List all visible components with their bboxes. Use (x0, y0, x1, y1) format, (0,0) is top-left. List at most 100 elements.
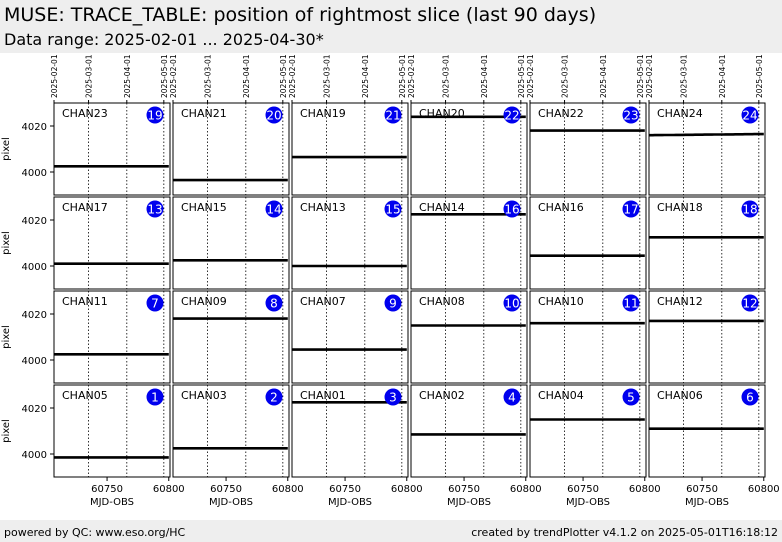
panel-frame (529, 384, 647, 478)
x-tick-label: 60750 (567, 484, 599, 495)
panel-label: CHAN16 (538, 201, 584, 214)
panel-badge (265, 388, 283, 406)
panel-badge-number: 7 (151, 297, 159, 311)
y-axis-label: pixel (1, 325, 12, 349)
footer-bar: powered by QC: www.eso.org/HC created by… (0, 520, 782, 542)
panel-frame (291, 196, 409, 290)
panel-badge-number: 8 (270, 297, 278, 311)
panel-label: CHAN03 (181, 389, 227, 402)
panel-frame (291, 384, 409, 478)
panel-frame (529, 102, 647, 196)
date-tick-label: 2025-02-01 (645, 54, 654, 98)
x-tick-label: 60800 (629, 484, 661, 495)
panel-badge-number: 23 (623, 109, 638, 123)
x-tick-label: 60800 (272, 484, 304, 495)
panel-label: CHAN07 (300, 295, 346, 308)
x-tick-label: 60800 (153, 484, 185, 495)
date-tick-label: 2025-05-01 (755, 54, 764, 98)
panel-frame (410, 196, 528, 290)
panel-badge (384, 388, 402, 406)
date-tick-label: 2025-04-01 (599, 54, 608, 98)
x-tick-label: 60750 (686, 484, 718, 495)
panel-frame (172, 290, 290, 384)
panel-frame (410, 102, 528, 196)
panel-frame (529, 196, 647, 290)
date-tick-label: 2025-05-01 (636, 54, 645, 98)
panel-frame (53, 196, 171, 290)
x-tick-label: 60800 (510, 484, 542, 495)
header-bar: MUSE: TRACE_TABLE: position of rightmost… (0, 0, 782, 53)
panel-badge-number: 19 (147, 109, 162, 123)
panel-badge (741, 294, 759, 312)
panel-label: CHAN04 (538, 389, 584, 402)
date-tick-label: 2025-03-01 (85, 54, 94, 98)
panel-label: CHAN05 (62, 389, 108, 402)
y-tick-label: 4000 (22, 450, 47, 461)
panel-badge-number: 11 (623, 297, 638, 311)
panel-frame (648, 196, 766, 290)
panel-frame (53, 102, 171, 196)
panel-label: CHAN12 (657, 295, 703, 308)
panel-label: CHAN20 (419, 107, 465, 120)
panel-badge-number: 9 (389, 297, 397, 311)
panel-badge-number: 16 (504, 203, 519, 217)
panel-badge (384, 200, 402, 218)
panel-badge (384, 106, 402, 124)
panel-frame (291, 102, 409, 196)
date-tick-label: 2025-02-01 (288, 54, 297, 98)
data-series-chan24 (649, 132, 764, 137)
date-tick-label: 2025-04-01 (361, 54, 370, 98)
panel-frame (410, 290, 528, 384)
panel-badge-number: 18 (742, 203, 757, 217)
date-tick-label: 2025-02-01 (169, 54, 178, 98)
y-tick-label: 4020 (22, 122, 47, 133)
panel-badge (622, 294, 640, 312)
panel-badge-number: 20 (266, 109, 281, 123)
panel-badge-number: 4 (508, 391, 516, 405)
panel-badge (503, 106, 521, 124)
x-tick-label: 60800 (748, 484, 780, 495)
date-tick-label: 2025-05-01 (517, 54, 526, 98)
panel-label: CHAN02 (419, 389, 465, 402)
y-tick-label: 4000 (22, 356, 47, 367)
panel-badge (146, 294, 164, 312)
x-tick-label: 60750 (91, 484, 123, 495)
date-tick-label: 2025-03-01 (561, 54, 570, 98)
x-axis-label: MJD-OBS (90, 497, 134, 508)
panel-label: CHAN13 (300, 201, 346, 214)
x-axis-label: MJD-OBS (328, 497, 372, 508)
date-tick-label: 2025-04-01 (480, 54, 489, 98)
date-tick-label: 2025-04-01 (718, 54, 727, 98)
date-tick-label: 2025-04-01 (242, 54, 251, 98)
panel-badge (741, 200, 759, 218)
panel-badge (146, 106, 164, 124)
date-tick-label: 2025-03-01 (680, 54, 689, 98)
panel-badge (503, 200, 521, 218)
panel-label: CHAN19 (300, 107, 346, 120)
panel-badge-number: 22 (504, 109, 519, 123)
footer-generator: created by trendPlotter v4.1.2 on 2025-0… (471, 526, 778, 539)
x-tick-label: 60750 (210, 484, 242, 495)
panel-label: CHAN21 (181, 107, 227, 120)
x-axis-label: MJD-OBS (566, 497, 610, 508)
footer-credit: powered by QC: www.eso.org/HC (4, 526, 186, 539)
panel-label: CHAN17 (62, 201, 108, 214)
panel-badge (622, 106, 640, 124)
x-tick-label: 60750 (448, 484, 480, 495)
y-tick-label: 4020 (22, 404, 47, 415)
panel-label: CHAN22 (538, 107, 584, 120)
panel-label: CHAN11 (62, 295, 108, 308)
panel-badge (741, 388, 759, 406)
panel-badge-number: 15 (385, 203, 400, 217)
panel-label: CHAN09 (181, 295, 227, 308)
panel-badge-number: 17 (623, 203, 638, 217)
date-tick-label: 2025-02-01 (407, 54, 416, 98)
panel-badge-number: 5 (627, 391, 635, 405)
panel-label: CHAN08 (419, 295, 465, 308)
panel-frame (648, 384, 766, 478)
y-axis-label: pixel (1, 137, 12, 161)
y-tick-label: 4020 (22, 216, 47, 227)
date-tick-label: 2025-03-01 (442, 54, 451, 98)
date-tick-label: 2025-05-01 (279, 54, 288, 98)
date-tick-label: 2025-03-01 (323, 54, 332, 98)
